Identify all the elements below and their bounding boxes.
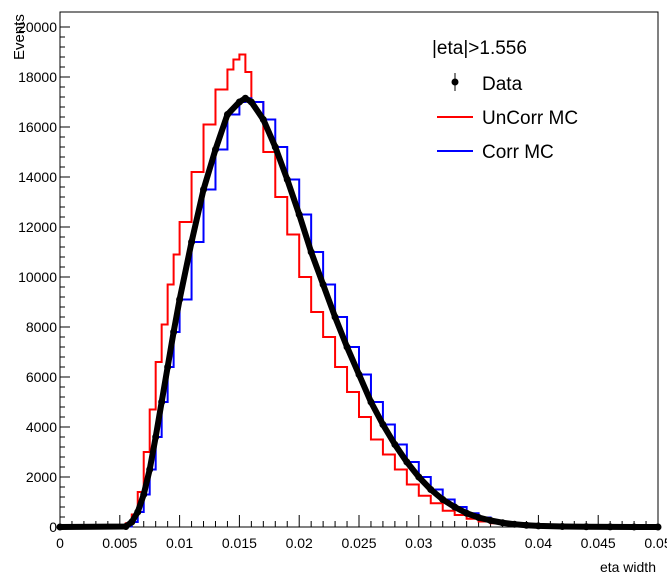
legend-entry-data: Data <box>482 74 523 95</box>
data-point <box>463 509 471 517</box>
x-axis-ticks: 0 0.005 0.01 0.015 0.02 0.025 0.03 0.035 0.04 0.0… <box>56 515 667 551</box>
data-point <box>170 328 178 336</box>
data-point <box>379 421 387 428</box>
x-tick-label: 0.02 <box>286 535 313 551</box>
legend-title: |eta|>1.556 <box>432 38 527 59</box>
data-point <box>307 248 315 256</box>
data-point <box>188 238 196 246</box>
data-marker-band <box>57 95 661 530</box>
data-point <box>283 176 291 183</box>
data-point <box>164 363 172 371</box>
x-tick-label: 0.025 <box>341 535 376 551</box>
data-point <box>534 522 542 530</box>
data-point <box>128 518 136 526</box>
data-point <box>343 343 351 351</box>
y-tick-label: 12000 <box>18 219 57 235</box>
x-tick-label: 0.01 <box>166 535 193 551</box>
data-point <box>331 313 339 321</box>
data-point <box>271 143 279 151</box>
x-tick-label: 0.015 <box>222 535 257 551</box>
y-tick-label: 18000 <box>18 69 57 85</box>
y-tick-label: 20000 <box>18 19 57 35</box>
legend: |eta|>1.556 Data UnCorr MC Corr MC <box>432 38 578 163</box>
data-point <box>140 491 148 498</box>
data-point <box>510 520 518 528</box>
x-axis-label: eta width <box>600 559 656 575</box>
y-tick-label: 14000 <box>18 169 57 185</box>
data-point <box>499 519 507 527</box>
data-point <box>427 486 435 493</box>
data-point <box>654 523 662 531</box>
data-point <box>146 466 154 473</box>
data-point <box>403 458 411 466</box>
y-axis-label: Events <box>11 14 28 60</box>
data-point <box>134 508 142 516</box>
data-point <box>152 433 160 441</box>
legend-entry-uncorr-mc: UnCorr MC <box>482 108 578 129</box>
data-point <box>176 296 184 303</box>
data-point <box>391 441 399 448</box>
data-point <box>56 523 64 531</box>
data-point <box>582 523 590 531</box>
data-point <box>630 523 638 531</box>
x-tick-label: 0.005 <box>102 535 137 551</box>
y-tick-label: 10000 <box>18 269 57 285</box>
x-tick-label: 0.03 <box>405 535 432 551</box>
x-tick-label: 0.035 <box>461 535 496 551</box>
data-point <box>522 521 530 529</box>
x-tick-label: 0 <box>56 535 64 551</box>
y-axis-ticks: 0 2000 4000 6000 8000 10000 12000 14000 16000 180… <box>18 19 70 535</box>
data-point <box>355 371 363 378</box>
legend-entry-corr-mc: Corr MC <box>482 142 554 163</box>
data-point <box>211 146 219 153</box>
data-point <box>367 398 375 406</box>
y-tick-label: 0 <box>49 519 57 535</box>
legend-data-marker <box>451 78 459 86</box>
data-point <box>259 116 267 123</box>
data-point <box>606 523 614 531</box>
data-point <box>319 281 327 288</box>
x-tick-label: 0.045 <box>581 535 616 551</box>
data-point <box>241 94 249 102</box>
x-tick-label: 0.04 <box>525 535 552 551</box>
data-point <box>235 98 243 106</box>
y-tick-label: 6000 <box>26 369 57 385</box>
data-point <box>475 514 483 521</box>
data-point <box>558 523 566 530</box>
data-point <box>415 473 423 481</box>
series-layer <box>56 53 662 531</box>
data-point <box>200 186 208 193</box>
y-tick-label: 4000 <box>26 419 57 435</box>
y-tick-label: 16000 <box>18 119 57 135</box>
y-tick-label: 2000 <box>26 469 57 485</box>
data-point <box>439 496 447 503</box>
data-point <box>451 503 459 511</box>
data-point <box>223 111 231 118</box>
data-point <box>158 398 166 406</box>
x-tick-label: 0.05 <box>644 535 667 551</box>
data-point <box>295 211 303 218</box>
y-tick-label: 8000 <box>26 319 57 335</box>
data-point <box>247 98 255 106</box>
data-point <box>122 523 130 530</box>
series-data <box>56 94 662 531</box>
data-point <box>487 517 495 524</box>
